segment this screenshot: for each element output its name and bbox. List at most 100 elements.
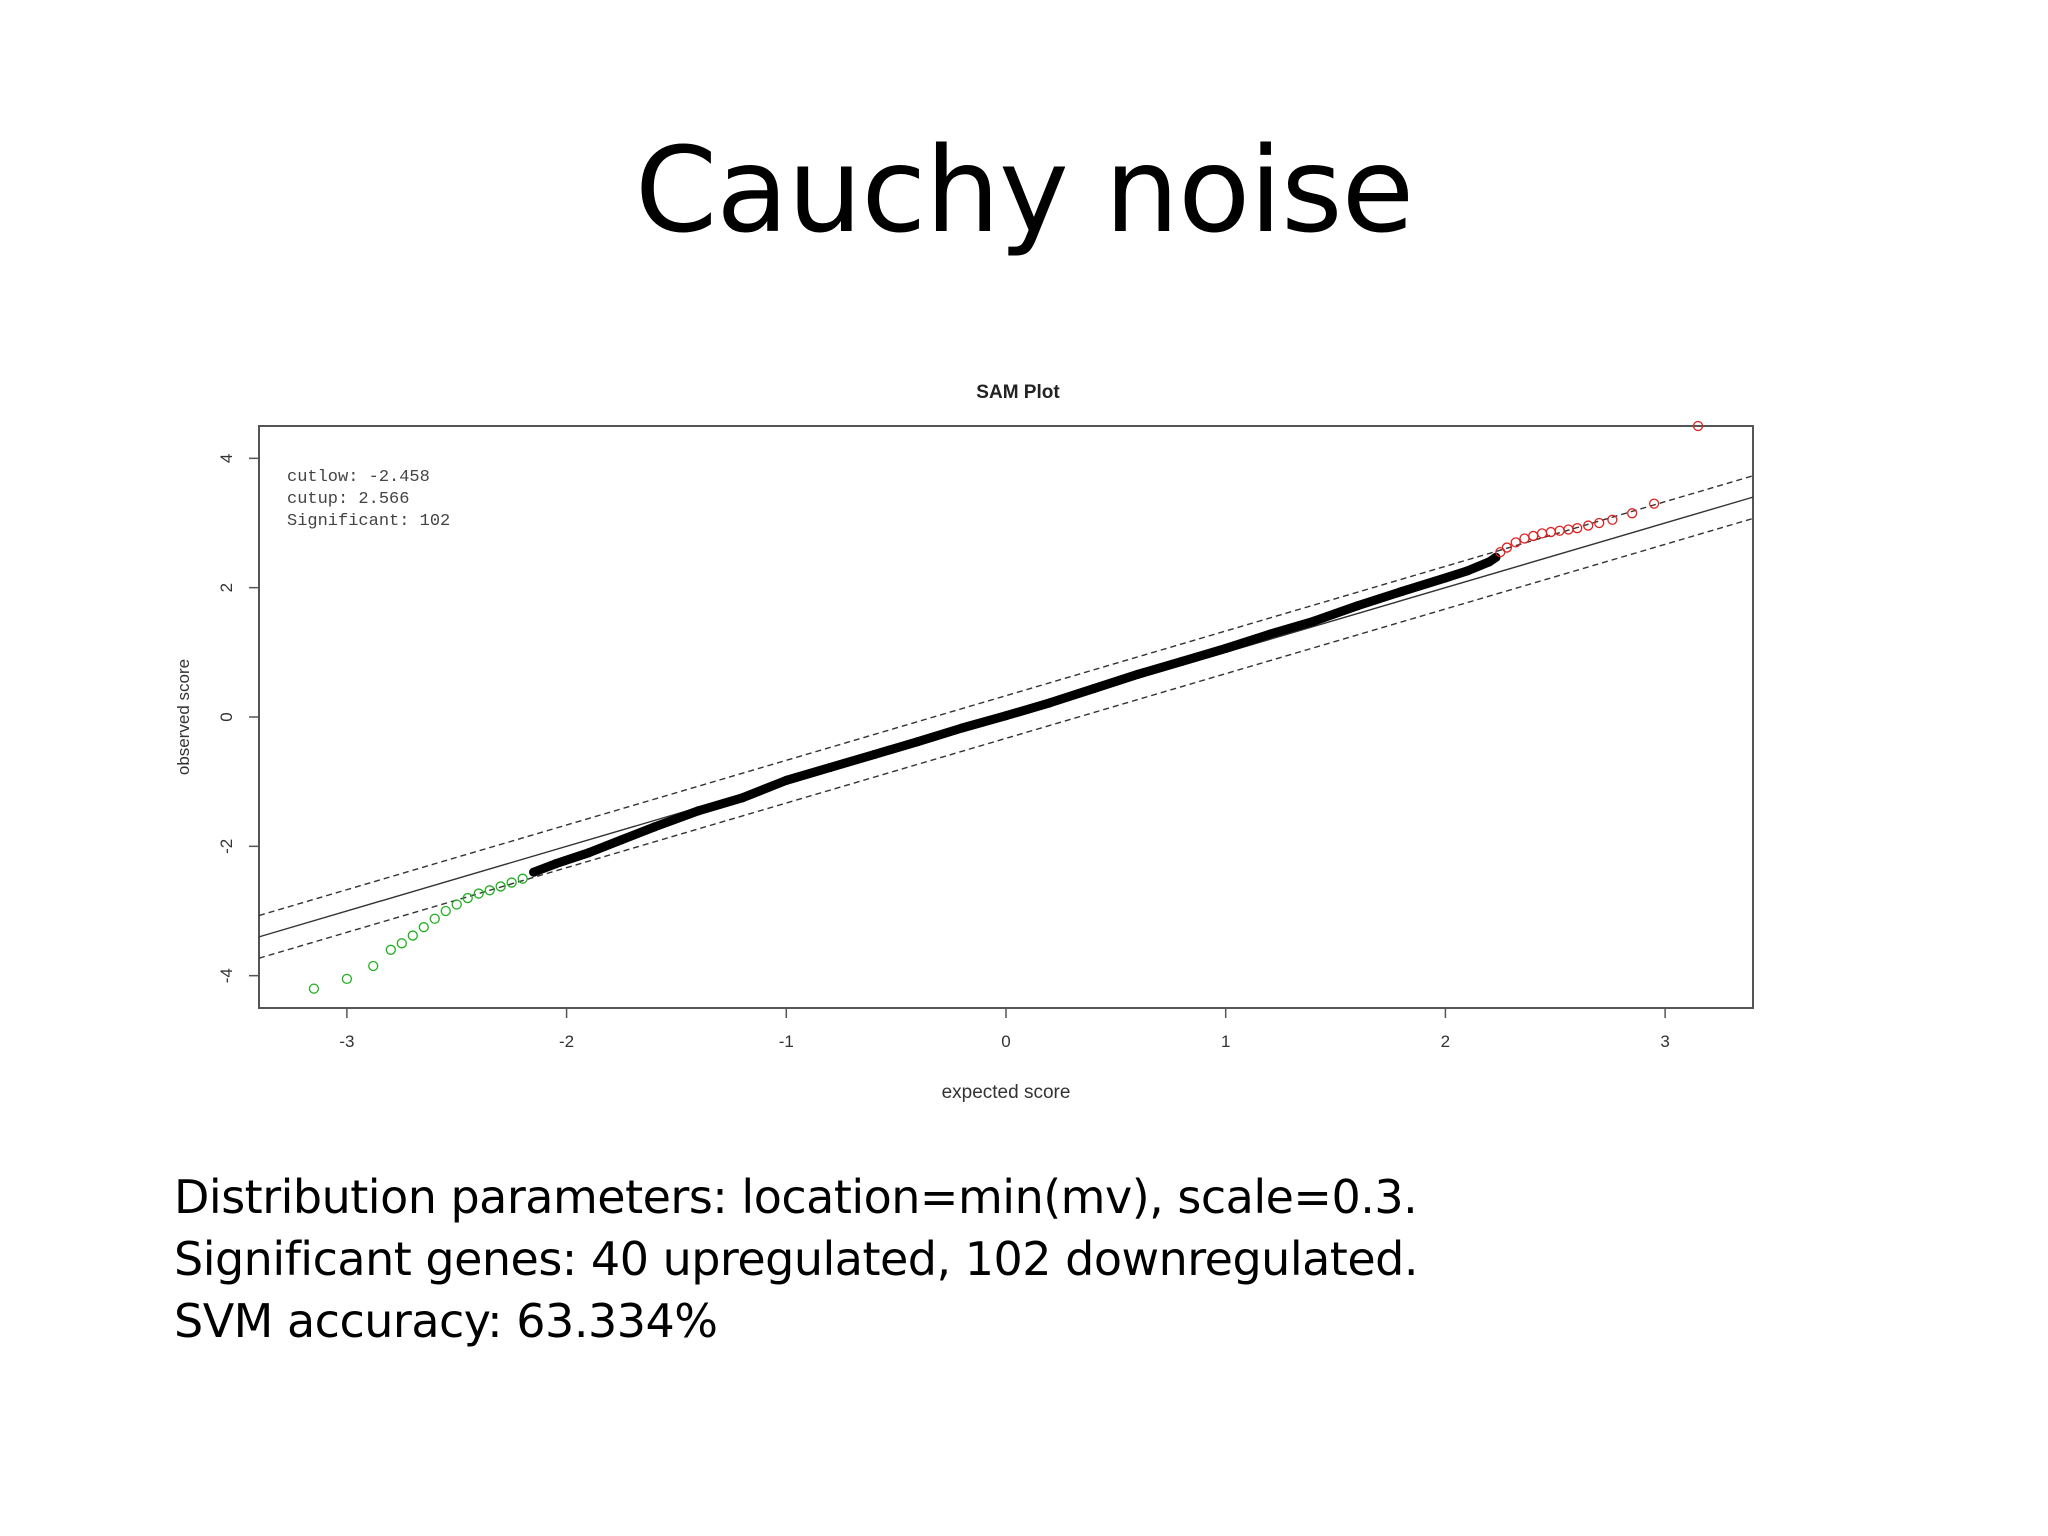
point-band-segment	[551, 848, 594, 869]
point-band-segment	[584, 835, 627, 858]
data-point-downregulated	[495, 881, 506, 892]
data-point-downregulated	[418, 922, 429, 933]
point-band-segment	[1221, 629, 1275, 653]
point-band-segment	[825, 750, 879, 772]
annotation-cutup: cutup: 2.566	[287, 490, 409, 509]
y-tick-label: 4	[217, 454, 236, 463]
data-point-nonsig	[1309, 616, 1319, 626]
data-point-upregulated	[1536, 528, 1548, 539]
data-point-upregulated	[1519, 533, 1530, 544]
point-band-segment	[1089, 669, 1143, 694]
data-point-upregulated	[1594, 517, 1605, 529]
data-point-upregulated	[1572, 523, 1583, 534]
body-line-distribution: Distribution parameters: location=min(mv…	[174, 1170, 1418, 1224]
x-tick-label: 3	[1660, 1032, 1669, 1051]
data-point-nonsig	[957, 723, 967, 733]
x-tick-label: -2	[559, 1032, 574, 1051]
data-point-upregulated	[1648, 498, 1660, 509]
point-band-segment	[693, 793, 747, 816]
data-point-nonsig	[781, 775, 791, 785]
y-axis-label: observed score	[174, 659, 193, 775]
point-band-segment	[617, 822, 659, 845]
body-line-accuracy: SVM accuracy: 63.334%	[174, 1294, 718, 1348]
data-point-nonsig	[1265, 629, 1275, 639]
annotation-cutlow: cutlow: -2.458	[287, 468, 430, 487]
data-point-downregulated	[517, 873, 528, 884]
data-point-downregulated	[462, 892, 473, 904]
data-point-nonsig	[1462, 566, 1472, 576]
x-tick-label: 2	[1441, 1032, 1450, 1051]
point-band-segment	[1309, 601, 1363, 626]
data-point-downregulated	[385, 944, 396, 955]
x-tick-label: -1	[779, 1032, 794, 1051]
data-point-nonsig	[1089, 684, 1099, 694]
x-tick-label: -3	[339, 1032, 354, 1051]
point-band-segment	[781, 762, 835, 785]
data-point-downregulated	[473, 888, 484, 899]
y-tick-label: 0	[217, 712, 236, 721]
data-point-upregulated	[1528, 530, 1539, 542]
data-point-nonsig	[551, 859, 561, 869]
data-point-upregulated	[1607, 514, 1618, 525]
data-point-nonsig	[649, 822, 659, 832]
data-point-upregulated	[1510, 537, 1521, 548]
data-points	[308, 420, 1704, 994]
point-band-segment	[1045, 684, 1099, 708]
point-band-segment	[913, 723, 967, 747]
point-band-segment	[1396, 573, 1450, 597]
data-point-downregulated	[308, 983, 320, 994]
data-point-nonsig	[529, 867, 539, 877]
plot-svg: SAM Plot expected score observed score c…	[174, 382, 1754, 1103]
data-point-upregulated	[1583, 520, 1594, 531]
data-point-upregulated	[1692, 420, 1704, 432]
x-tick-label: 0	[1001, 1032, 1010, 1051]
x-axis-label: expected score	[942, 1082, 1071, 1103]
data-point-nonsig	[869, 750, 879, 760]
data-point-nonsig	[1221, 643, 1231, 653]
y-axis-ticks: -4 -2 0 2 4	[217, 454, 259, 983]
point-band-segment	[737, 775, 791, 803]
x-axis-ticks: -3 -2 -1 0 1 2 3	[339, 1008, 1670, 1051]
data-point-nonsig	[1045, 698, 1055, 708]
point-band-segment	[869, 737, 923, 760]
body-line-significant: Significant genes: 40 upregulated, 102 d…	[174, 1232, 1418, 1286]
data-point-upregulated	[1554, 525, 1565, 536]
chart-title: SAM Plot	[976, 382, 1060, 403]
slide-title: Cauchy noise	[634, 121, 1414, 259]
sam-plot: SAM Plot expected score observed score c…	[174, 382, 1754, 1103]
data-point-downregulated	[368, 960, 379, 972]
data-point-upregulated	[1495, 546, 1506, 558]
point-band-segment	[957, 711, 1011, 733]
annotation-significant: Significant: 102	[287, 512, 450, 531]
data-point-nonsig	[1001, 711, 1011, 721]
data-point-downregulated	[451, 899, 462, 910]
point-band-segment	[1001, 698, 1055, 721]
point-band-segment	[1265, 616, 1319, 639]
x-tick-label: 1	[1221, 1032, 1230, 1051]
data-point-nonsig	[1133, 669, 1143, 679]
data-point-downregulated	[484, 885, 495, 896]
data-point-nonsig	[617, 835, 627, 845]
data-point-upregulated	[1501, 542, 1513, 553]
data-point-upregulated	[1545, 526, 1557, 538]
data-point-downregulated	[341, 973, 353, 985]
y-tick-label: -2	[217, 839, 236, 854]
y-tick-label: -4	[217, 968, 236, 983]
point-band-segment	[649, 806, 703, 832]
data-point-nonsig	[1353, 601, 1363, 611]
data-point-nonsig	[1484, 557, 1494, 567]
data-point-nonsig	[693, 806, 703, 816]
y-tick-label: 2	[217, 583, 236, 592]
data-point-nonsig	[825, 762, 835, 772]
data-point-downregulated	[440, 905, 451, 917]
data-point-nonsig	[737, 793, 747, 803]
point-band-segment	[1353, 587, 1406, 611]
data-point-nonsig	[1177, 656, 1187, 666]
data-point-nonsig	[1396, 587, 1406, 597]
data-point-nonsig	[1440, 573, 1450, 583]
point-band-segment	[1133, 656, 1187, 679]
data-point-nonsig	[584, 848, 594, 858]
data-point-downregulated	[407, 930, 418, 941]
data-point-upregulated	[1627, 508, 1638, 519]
reference-line-upper	[258, 475, 1754, 917]
